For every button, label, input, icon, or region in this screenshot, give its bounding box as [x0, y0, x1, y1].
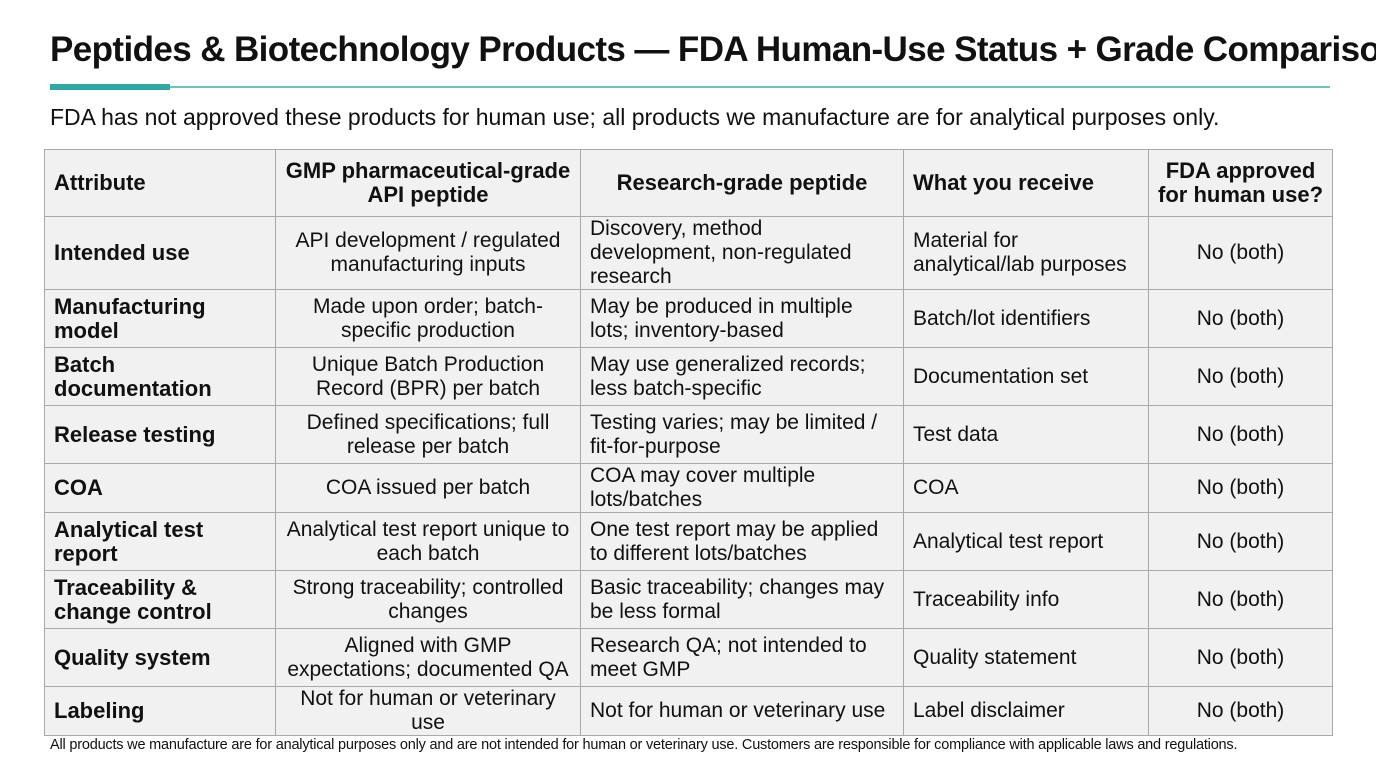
table-header-row: Attribute GMP pharmaceutical-grade API p… — [44, 149, 1333, 217]
table-row: Batch documentation Unique Batch Product… — [44, 347, 1333, 406]
table-row: Labeling Not for human or veterinary use… — [44, 686, 1333, 736]
cell-gmp-grade: Defined specifications; full release per… — [275, 405, 581, 464]
cell-research-grade: Discovery, method development, non-regul… — [580, 216, 904, 290]
cell-attribute: Quality system — [44, 628, 276, 687]
cell-fda-approved: No (both) — [1148, 289, 1333, 348]
header-gmp-grade: GMP pharmaceutical-grade API peptide — [275, 149, 581, 217]
cell-attribute: Intended use — [44, 216, 276, 290]
cell-what-you-receive: COA — [903, 463, 1149, 513]
cell-attribute: Analytical test report — [44, 512, 276, 571]
table-row: Quality system Aligned with GMP expectat… — [44, 628, 1333, 687]
cell-fda-approved: No (both) — [1148, 570, 1333, 629]
cell-attribute: Batch documentation — [44, 347, 276, 406]
cell-attribute: COA — [44, 463, 276, 513]
cell-research-grade: COA may cover multiple lots/batches — [580, 463, 904, 513]
cell-gmp-grade: Strong traceability; controlled changes — [275, 570, 581, 629]
cell-what-you-receive: Analytical test report — [903, 512, 1149, 571]
cell-what-you-receive: Documentation set — [903, 347, 1149, 406]
cell-attribute: Traceability & change control — [44, 570, 276, 629]
title-divider — [50, 86, 1330, 88]
cell-research-grade: Testing varies; may be limited / fit-for… — [580, 405, 904, 464]
cell-research-grade: Basic traceability; changes may be less … — [580, 570, 904, 629]
header-attribute: Attribute — [44, 149, 276, 217]
cell-gmp-grade: Aligned with GMP expectations; documente… — [275, 628, 581, 687]
cell-attribute: Labeling — [44, 686, 276, 736]
table-row: Analytical test report Analytical test r… — [44, 512, 1333, 571]
cell-fda-approved: No (both) — [1148, 512, 1333, 571]
cell-fda-approved: No (both) — [1148, 628, 1333, 687]
header-fda-approved: FDA approved for human use? — [1148, 149, 1333, 217]
cell-fda-approved: No (both) — [1148, 463, 1333, 513]
cell-what-you-receive: Material for analytical/lab purposes — [903, 216, 1149, 290]
header-research-grade: Research-grade peptide — [580, 149, 904, 217]
cell-fda-approved: No (both) — [1148, 216, 1333, 290]
cell-what-you-receive: Traceability info — [903, 570, 1149, 629]
table-row: Traceability & change control Strong tra… — [44, 570, 1333, 629]
table-row: Release testing Defined specifications; … — [44, 405, 1333, 464]
table-row: Manufacturing model Made upon order; bat… — [44, 289, 1333, 348]
header-what-you-receive: What you receive — [903, 149, 1149, 217]
cell-gmp-grade: Unique Batch Production Record (BPR) per… — [275, 347, 581, 406]
cell-research-grade: Research QA; not intended to meet GMP — [580, 628, 904, 687]
cell-what-you-receive: Test data — [903, 405, 1149, 464]
cell-gmp-grade: API development / regulated manufacturin… — [275, 216, 581, 290]
cell-fda-approved: No (both) — [1148, 347, 1333, 406]
cell-fda-approved: No (both) — [1148, 405, 1333, 464]
cell-research-grade: One test report may be applied to differ… — [580, 512, 904, 571]
cell-what-you-receive: Label disclaimer — [903, 686, 1149, 736]
comparison-table: Attribute GMP pharmaceutical-grade API p… — [44, 149, 1333, 736]
cell-gmp-grade: Made upon order; batch-specific producti… — [275, 289, 581, 348]
cell-research-grade: May be produced in multiple lots; invent… — [580, 289, 904, 348]
title-accent-bar — [50, 84, 170, 90]
cell-what-you-receive: Quality statement — [903, 628, 1149, 687]
table-row: COA COA issued per batch COA may cover m… — [44, 463, 1333, 513]
cell-gmp-grade: Not for human or veterinary use — [275, 686, 581, 736]
cell-research-grade: Not for human or veterinary use — [580, 686, 904, 736]
page-title: Peptides & Biotechnology Products — FDA … — [50, 30, 1376, 69]
cell-attribute: Manufacturing model — [44, 289, 276, 348]
cell-gmp-grade: Analytical test report unique to each ba… — [275, 512, 581, 571]
subtitle: FDA has not approved these products for … — [50, 104, 1220, 130]
cell-research-grade: May use generalized records; less batch-… — [580, 347, 904, 406]
footer-disclaimer: All products we manufacture are for anal… — [50, 737, 1238, 753]
table-row: Intended use API development / regulated… — [44, 216, 1333, 290]
cell-attribute: Release testing — [44, 405, 276, 464]
cell-fda-approved: No (both) — [1148, 686, 1333, 736]
cell-gmp-grade: COA issued per batch — [275, 463, 581, 513]
cell-what-you-receive: Batch/lot identifiers — [903, 289, 1149, 348]
